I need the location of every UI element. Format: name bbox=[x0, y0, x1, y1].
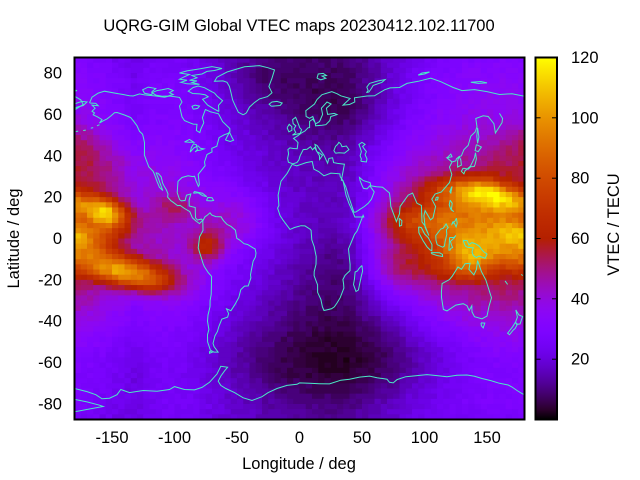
svg-text:-100: -100 bbox=[158, 429, 191, 447]
svg-text:20: 20 bbox=[571, 351, 589, 369]
svg-text:-20: -20 bbox=[38, 271, 62, 289]
svg-text:80: 80 bbox=[44, 65, 62, 83]
svg-text:100: 100 bbox=[571, 109, 599, 127]
svg-text:120: 120 bbox=[571, 49, 599, 67]
svg-text:-80: -80 bbox=[38, 396, 62, 414]
svg-text:60: 60 bbox=[44, 106, 62, 124]
svg-text:100: 100 bbox=[411, 429, 439, 447]
svg-text:0: 0 bbox=[295, 429, 304, 447]
svg-text:40: 40 bbox=[44, 147, 62, 165]
svg-text:150: 150 bbox=[473, 429, 501, 447]
svg-text:60: 60 bbox=[571, 230, 589, 248]
svg-text:-50: -50 bbox=[225, 429, 249, 447]
svg-text:80: 80 bbox=[571, 170, 589, 188]
svg-text:-60: -60 bbox=[38, 354, 62, 372]
svg-text:-40: -40 bbox=[38, 313, 62, 331]
svg-text:20: 20 bbox=[44, 189, 62, 207]
svg-text:UQRG-GIM Global VTEC maps 2023: UQRG-GIM Global VTEC maps 20230412.102.1… bbox=[103, 17, 494, 35]
svg-text:0: 0 bbox=[53, 230, 62, 248]
svg-text:Latitude / deg: Latitude / deg bbox=[5, 189, 23, 289]
svg-text:-150: -150 bbox=[95, 429, 128, 447]
svg-text:40: 40 bbox=[571, 290, 589, 308]
svg-text:VTEC / TECU: VTEC / TECU bbox=[605, 173, 623, 275]
svg-text:Longitude / deg: Longitude / deg bbox=[242, 455, 356, 473]
svg-text:50: 50 bbox=[353, 429, 371, 447]
